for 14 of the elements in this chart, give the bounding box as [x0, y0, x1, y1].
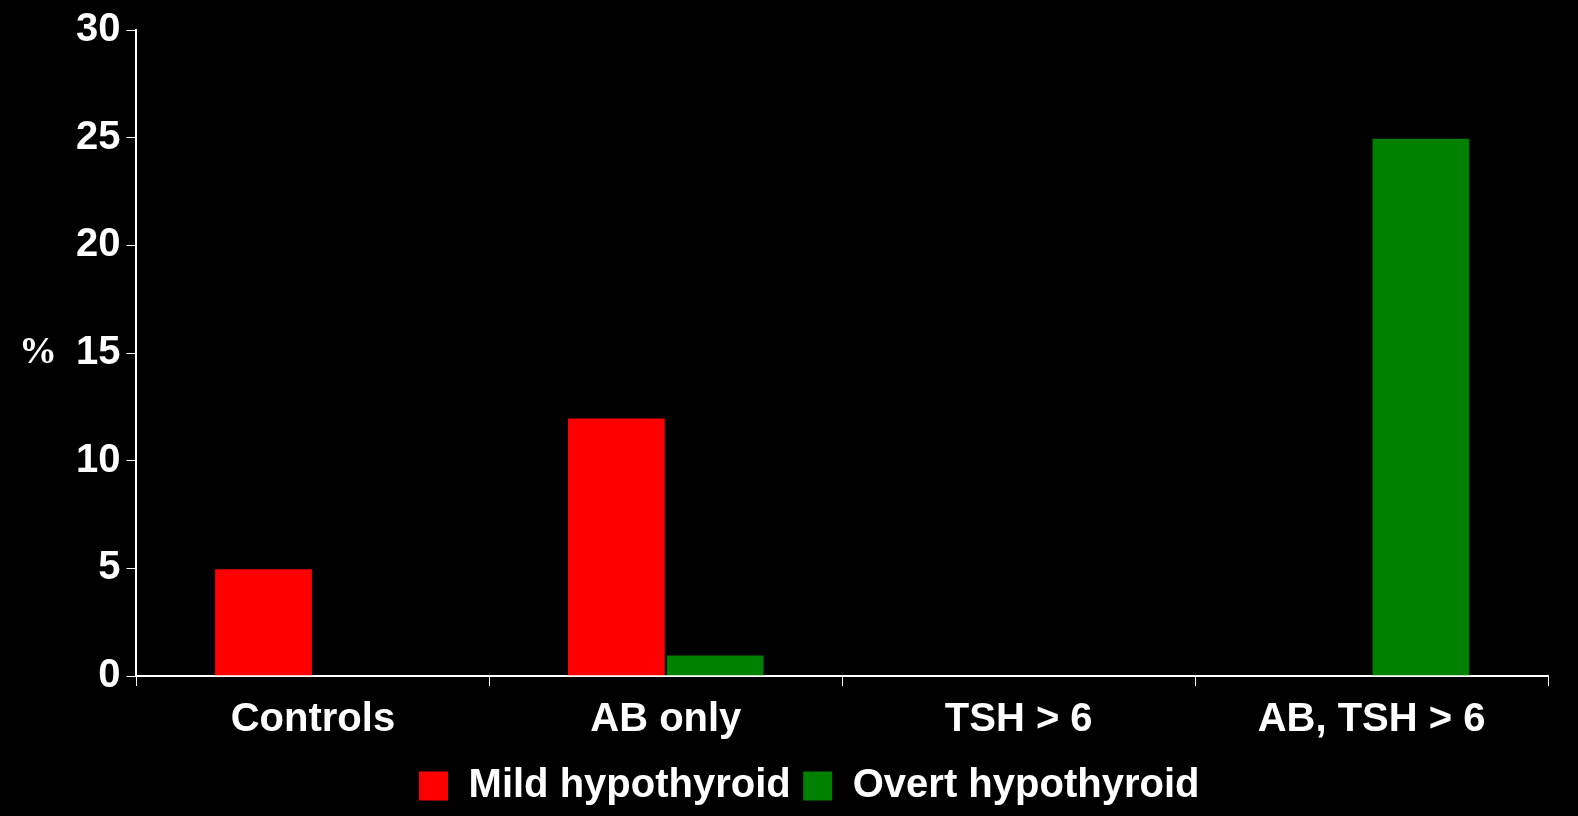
y-axis-title: % [19, 328, 57, 371]
legend-label: Mild hypothyroid [468, 761, 791, 806]
y-tick-label: 30 [75, 5, 121, 50]
y-tick-label: 5 [98, 543, 121, 588]
legend-label: Overt hypothyroid [852, 761, 1200, 806]
y-tick-label: 10 [75, 435, 121, 480]
x-tick-label: AB only [590, 695, 743, 740]
y-tick-label: 25 [75, 112, 121, 157]
y-tick-label: 20 [75, 220, 121, 265]
y-tick-label: 15 [75, 328, 121, 373]
x-tick-label: Controls [230, 695, 396, 740]
x-tick-label: AB, TSH > 6 [1257, 695, 1486, 740]
y-tick-label: 0 [98, 651, 121, 696]
x-tick-label: TSH > 6 [944, 695, 1093, 740]
